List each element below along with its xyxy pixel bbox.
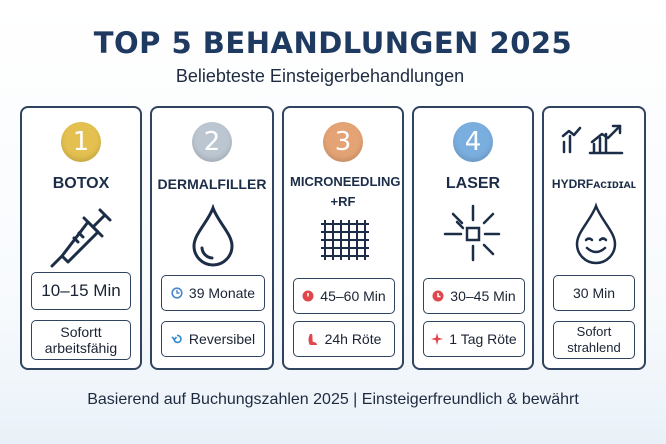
result-box: Sofort strahlend [553,321,635,359]
needle-grid-icon [321,220,369,260]
result-text: Sofort strahlend [567,324,621,355]
downtime-box: Sofortt arbeitsfähig [31,320,131,360]
card-title: BOTOX [52,175,110,192]
duration-box: 10–15 Min [31,272,131,310]
reversible-box: Reversibel [161,321,265,357]
card-hydrafacial: HYDRFᴀcɪᴅɪᴀʟ 30 Min Sofort strahlend [542,106,646,370]
downtime-text: Sofortt arbeitsfähig [44,324,118,356]
laser-icon [443,204,501,262]
clock-red-icon [302,290,314,302]
duration-box: 39 Monate [161,275,265,311]
rank-badge-bronze: 3 [323,122,363,162]
redness-icon [307,333,319,346]
redness-text: 24h Röte [324,331,382,347]
undo-arrow-icon [171,333,183,345]
duration-text: 30 Min [572,285,616,301]
clock-icon [171,287,183,299]
reversible-text: Reversibel [188,331,256,347]
card-microneedling: 3 MICRONEEDLING +RF 45–60 Min 24h Röte [282,106,404,370]
card-laser: 4 LASER 30–45 Min 1 Tag Röte [412,106,534,370]
rank-badge-blue: 4 [453,122,493,162]
rank-badge-gold: 1 [61,122,101,162]
smiling-droplet-icon [575,202,617,265]
redness-box: 24h Röte [293,321,395,357]
chart-trend-icon [561,124,624,155]
duration-text: 30–45 Min [450,288,516,304]
page-title: TOP 5 BEHANDLUNGEN 2025 [93,26,573,60]
card-title: HYDRFᴀcɪᴅɪᴀʟ [551,177,637,191]
rank-badge-silver: 2 [192,122,232,162]
card-title: LASER [445,175,501,192]
redness-text: 1 Tag Röte [449,331,517,347]
sparkle-icon [431,333,444,345]
duration-text: 10–15 Min [41,281,121,300]
duration-box: 30 Min [553,275,635,311]
footer-note: Basierend auf Buchungszahlen 2025 | Eins… [87,391,579,408]
duration-box: 45–60 Min [293,278,395,314]
card-title: MICRONEEDLING +RF [290,174,401,209]
clock-red-icon [432,290,444,302]
duration-text: 39 Monate [188,285,256,301]
card-botox: 1 BOTOX 10–15 Min Sofortt arbeitsfähig [20,106,142,370]
redness-box: 1 Tag Röte [423,321,525,357]
duration-text: 45–60 Min [320,288,386,304]
page-subtitle: Beliebteste Einsteigerbehandlungen [175,66,465,86]
card-title: DERMALFILLER [157,176,267,192]
droplet-icon [192,204,234,267]
duration-box: 30–45 Min [423,278,525,314]
syringe-icon [50,208,112,268]
card-dermalfiller: 2 DERMALFILLER 39 Monate Reversibel [150,106,274,370]
